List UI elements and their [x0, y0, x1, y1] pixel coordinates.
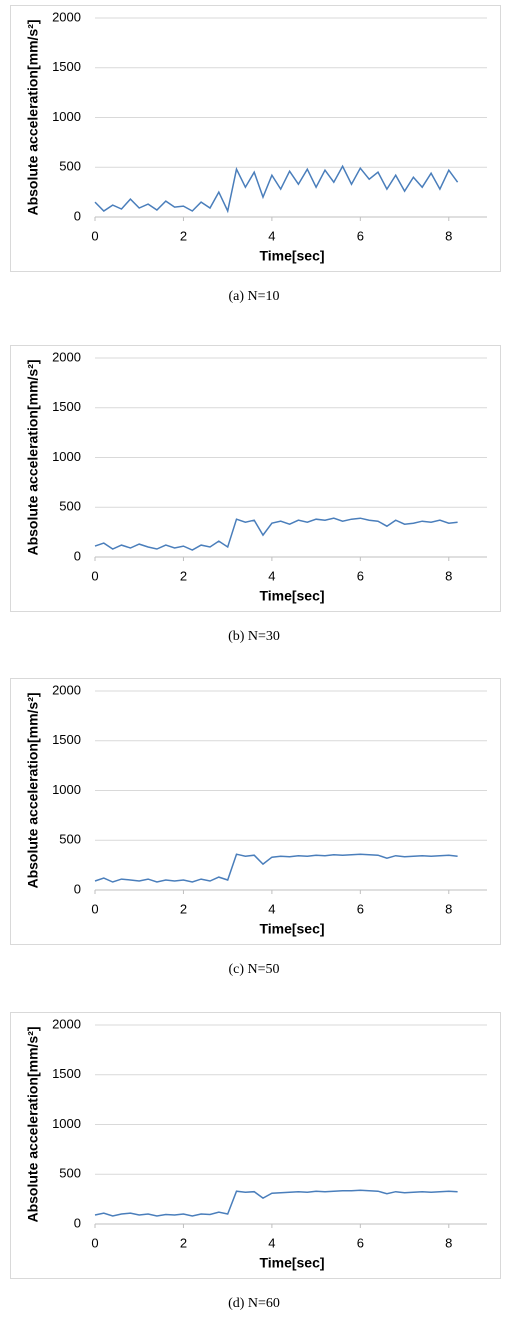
x-axis-title: Time[sec] — [259, 1255, 324, 1271]
x-tick-label: 8 — [445, 901, 452, 916]
y-tick-label: 500 — [59, 499, 81, 514]
y-axis-title: Absolute acceleration[mm/s²] — [25, 359, 41, 555]
y-tick-label: 0 — [74, 881, 81, 896]
y-tick-label: 1500 — [52, 399, 81, 414]
caption: (c) N=50 — [228, 962, 279, 977]
y-tick-label: 2000 — [52, 1016, 81, 1031]
x-tick-label: 6 — [357, 228, 364, 243]
y-tick-label: 2000 — [52, 349, 81, 364]
y-tick-label: 1500 — [52, 732, 81, 747]
y-tick-label: 0 — [74, 548, 81, 563]
x-tick-label: 8 — [445, 1235, 452, 1250]
x-axis-title: Time[sec] — [259, 588, 324, 604]
data-line — [94, 1189, 458, 1217]
y-tick-label: 500 — [59, 832, 81, 847]
x-tick-label: 6 — [357, 568, 364, 583]
y-tick-label: 1000 — [52, 782, 81, 797]
x-tick-label: 4 — [268, 1235, 275, 1250]
y-tick-label: 1000 — [52, 449, 81, 464]
panel-border — [10, 5, 501, 272]
y-axis-title: Absolute acceleration[mm/s²] — [25, 692, 41, 888]
y-tick-label: 1000 — [52, 1116, 81, 1131]
x-tick-label: 0 — [91, 228, 98, 243]
x-tick-label: 4 — [268, 568, 275, 583]
y-tick-label: 1500 — [52, 1066, 81, 1081]
y-tick-label: 0 — [74, 208, 81, 223]
data-line — [94, 164, 459, 214]
panel-border — [10, 345, 501, 612]
x-tick-label: 2 — [180, 1235, 187, 1250]
y-tick-label: 500 — [59, 1166, 81, 1181]
data-line — [94, 517, 458, 551]
y-axis-title: Absolute acceleration[mm/s²] — [25, 19, 41, 215]
x-tick-label: 2 — [180, 568, 187, 583]
y-axis-title: Absolute acceleration[mm/s²] — [25, 1026, 41, 1222]
y-tick-label: 2000 — [52, 9, 81, 24]
x-tick-label: 2 — [180, 228, 187, 243]
data-line — [94, 853, 458, 883]
y-tick-label: 1000 — [52, 109, 81, 124]
y-tick-label: 2000 — [52, 682, 81, 697]
y-tick-label: 0 — [74, 1215, 81, 1230]
x-tick-label: 4 — [268, 901, 275, 916]
x-tick-label: 8 — [445, 228, 452, 243]
x-tick-label: 2 — [180, 901, 187, 916]
panel-border — [10, 1012, 501, 1279]
chart-panel: 0 500 1000 1500 2000 0 2 4 6 8 Time[sec] Absolute a… — [10, 5, 501, 304]
chart-panel: 0 500 1000 1500 2000 0 2 4 6 8 Time[sec] Absolute a… — [10, 345, 501, 644]
x-tick-label: 4 — [268, 228, 275, 243]
caption: (d) N=60 — [228, 1296, 280, 1311]
chart-panel: 0 500 1000 1500 2000 0 2 4 6 8 Time[sec] Absolute a… — [10, 1012, 501, 1311]
x-tick-label: 0 — [91, 1235, 98, 1250]
x-tick-label: 8 — [445, 568, 452, 583]
chart-panel: 0 500 1000 1500 2000 0 2 4 6 8 Time[sec] Absolute a… — [10, 678, 501, 977]
x-axis-title: Time[sec] — [259, 921, 324, 937]
x-tick-label: 0 — [91, 568, 98, 583]
y-tick-label: 500 — [59, 159, 81, 174]
x-tick-label: 6 — [357, 901, 364, 916]
x-tick-label: 0 — [91, 901, 98, 916]
x-axis-title: Time[sec] — [259, 248, 324, 264]
caption: (b) N=30 — [228, 629, 280, 644]
x-tick-label: 6 — [357, 1235, 364, 1250]
y-tick-label: 1500 — [52, 59, 81, 74]
caption: (a) N=10 — [228, 289, 279, 304]
panel-border — [10, 678, 501, 945]
